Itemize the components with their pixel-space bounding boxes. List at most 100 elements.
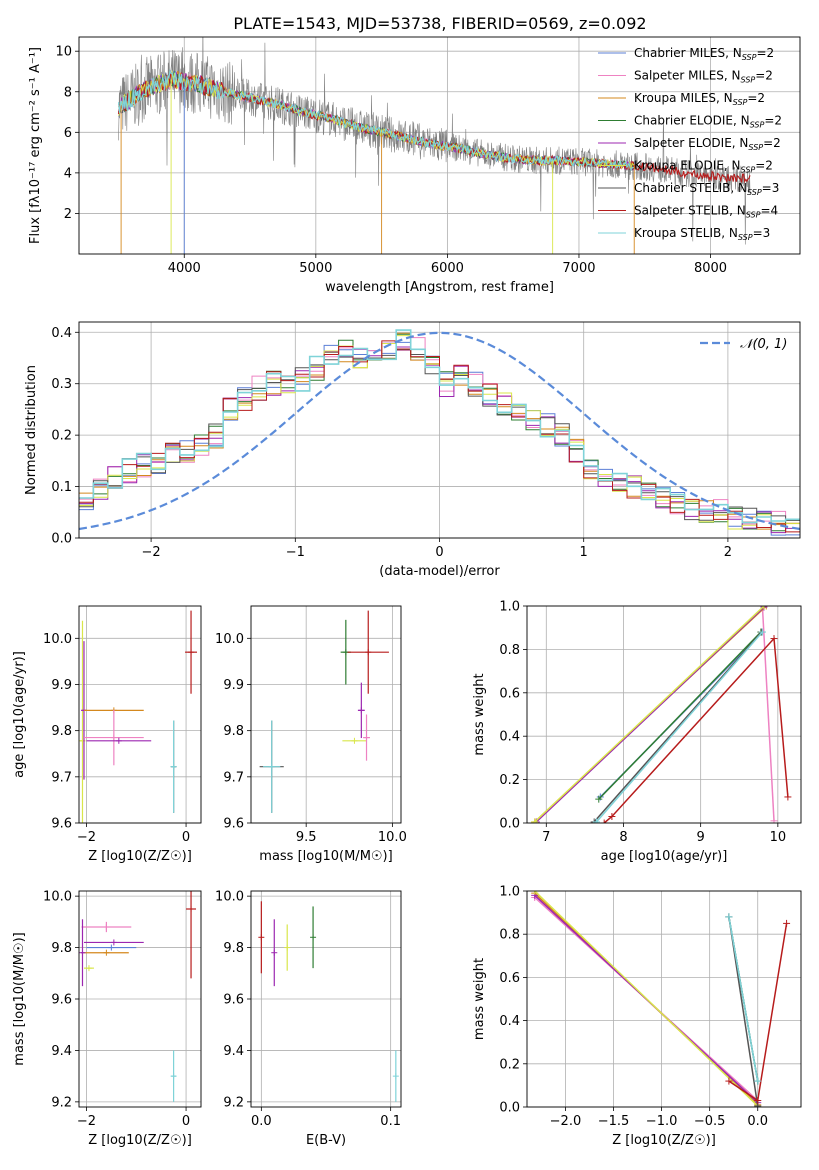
y-tick-label: 9.8 xyxy=(51,724,72,739)
x-tick-label: 0 xyxy=(435,545,443,560)
x-tick-label: −2 xyxy=(77,1114,96,1129)
y-tick-label: 0.6 xyxy=(499,971,520,986)
series-line-1 xyxy=(761,606,775,821)
x-tick-label: −2 xyxy=(142,545,161,560)
axes-frame xyxy=(78,321,801,539)
x-tick-label: −2 xyxy=(77,830,96,845)
x-tick-label: −1.5 xyxy=(598,1114,630,1129)
axes-frame xyxy=(526,605,802,824)
x-axis-label: E(B-V) xyxy=(306,1133,346,1148)
y-tick-label: 1.0 xyxy=(499,885,520,900)
legend-nssp: =2 xyxy=(763,136,781,150)
plot-area xyxy=(258,901,399,1102)
y-tick-label: 0.0 xyxy=(499,1101,520,1116)
legend-label: Chabrier STELIB, NSSP=3 xyxy=(634,181,779,197)
y-tick-label: 0.2 xyxy=(51,429,72,444)
y-tick-label: 0.0 xyxy=(51,532,72,547)
y-tick-label: 9.4 xyxy=(223,1044,244,1059)
axes-frame xyxy=(78,36,801,255)
legend-label: Kroupa ELODIE, NSSP=2 xyxy=(634,159,773,175)
y-tick-label: 0.0 xyxy=(499,817,520,832)
x-tick-label: 0 xyxy=(182,830,190,845)
y-tick-label: 9.6 xyxy=(51,993,72,1008)
legend-sub: SSP xyxy=(738,233,753,242)
y-axis-label: Flux [fλ10⁻¹⁷ erg cm⁻² s⁻¹ A⁻¹] xyxy=(28,47,43,244)
y-tick-label: 10.0 xyxy=(215,890,244,905)
x-tick-label: 10.0 xyxy=(378,830,407,845)
legend-nssp: =2 xyxy=(755,159,773,173)
legend-nssp: =4 xyxy=(760,204,778,218)
panel-residual-distribution: −2 −1 0 1 2 0.0 0.1 0.2 0.3 0.4 (data-model)/error… xyxy=(24,321,801,579)
legend-sub: SSP xyxy=(741,76,756,85)
plot-area xyxy=(79,610,198,823)
panel-mass-weight-vs-age: 7 8 9 10 0.0 0.2 0.4 0.6 0.8 1.0 age [log10(age/yr… xyxy=(472,600,802,864)
x-tick-label: 2 xyxy=(724,545,732,560)
legend-sub: SSP xyxy=(733,98,748,107)
y-tick-label: 10.0 xyxy=(215,632,244,647)
legend-sub: SSP xyxy=(750,121,765,130)
y-axis-label: mass [log10(M/M☉)] xyxy=(12,932,27,1065)
panel-age-vs-metallicity: −2 0 9.6 9.7 9.8 9.9 10.0 Z [log10(Z/Z☉)] age [l… xyxy=(12,605,202,864)
axes-frame xyxy=(526,890,802,1108)
legend-label: Salpeter STELIB, NSSP=4 xyxy=(634,204,778,220)
legend-label: Kroupa STELIB, NSSP=3 xyxy=(634,226,770,242)
panel-age-vs-mass: 9.5 10.0 9.6 9.7 9.8 9.9 10.0 mass [log10(M/M☉)… xyxy=(215,605,407,864)
legend-label: Salpeter ELODIE, NSSP=2 xyxy=(634,136,781,152)
x-tick-label: 5000 xyxy=(299,261,332,276)
legend: Chabrier MILES, NSSP=2 Salpeter MILES, NS… xyxy=(598,46,782,242)
x-tick-label: −0.5 xyxy=(694,1114,726,1129)
y-tick-label: 2 xyxy=(64,207,72,222)
y-tick-label: 9.6 xyxy=(223,993,244,1008)
y-tick-label: 9.2 xyxy=(51,1095,72,1110)
series-line-8 xyxy=(728,916,759,1082)
y-tick-label: 9.4 xyxy=(51,1044,72,1059)
y-tick-label: 9.8 xyxy=(223,941,244,956)
x-axis-label: age [log10(age/yr)] xyxy=(601,849,728,864)
x-tick-label: 6000 xyxy=(431,261,464,276)
y-tick-label: 9.9 xyxy=(51,678,72,693)
x-tick-label: 8 xyxy=(619,830,627,845)
x-tick-label: 7 xyxy=(542,830,550,845)
series-line-5 xyxy=(534,606,765,823)
plot-area xyxy=(79,891,197,1102)
panel-mass-vs-metallicity: −2 0 9.2 9.4 9.6 9.8 10.0 Z [log10(Z/Z☉)] mass [… xyxy=(12,890,202,1148)
y-tick-label: 0.4 xyxy=(51,326,72,341)
x-tick-label: −1 xyxy=(286,545,305,560)
plot-area xyxy=(531,606,792,823)
x-tick-label: 0.0 xyxy=(747,1114,768,1129)
y-tick-label: 0.2 xyxy=(499,1057,520,1072)
y-tick-label: 9.6 xyxy=(51,817,72,832)
legend-label: Salpeter MILES, NSSP=2 xyxy=(634,69,773,85)
y-tick-label: 4 xyxy=(64,166,72,181)
x-tick-label: 0.1 xyxy=(380,1114,401,1129)
legend-sub: SSP xyxy=(748,143,763,152)
y-tick-label: 9.7 xyxy=(223,770,244,785)
x-tick-label: 1 xyxy=(580,545,588,560)
model-spectrum-8 xyxy=(117,69,635,172)
series-line-5 xyxy=(534,891,759,1107)
x-tick-label: 0 xyxy=(182,1114,190,1129)
legend-label: Kroupa MILES, NSSP=2 xyxy=(634,91,765,107)
y-axis-label: Normed distribution xyxy=(24,365,39,495)
y-tick-label: 0.6 xyxy=(499,686,520,701)
histogram-8 xyxy=(79,329,800,524)
y-tick-label: 9.8 xyxy=(223,724,244,739)
y-tick-label: 0.1 xyxy=(51,480,72,495)
y-axis-label: age [log10(age/yr)] xyxy=(12,651,27,778)
plot-area xyxy=(117,37,751,254)
legend-nssp: =2 xyxy=(764,114,782,128)
y-axis-label: mass weight xyxy=(472,958,487,1040)
y-tick-label: 1.0 xyxy=(499,600,520,615)
legend-sub: SSP xyxy=(742,53,757,62)
legend-sub: SSP xyxy=(747,188,762,197)
y-tick-label: 9.9 xyxy=(223,678,244,693)
y-tick-label: 8 xyxy=(64,85,72,100)
legend-nssp: =2 xyxy=(755,69,773,83)
x-axis-label: wavelength [Angstrom, rest frame] xyxy=(325,280,554,295)
series-line-4 xyxy=(535,606,765,823)
y-tick-label: 6 xyxy=(64,126,72,141)
x-tick-label: 7000 xyxy=(562,261,595,276)
y-tick-label: 10 xyxy=(55,45,72,60)
legend-label: Chabrier MILES, NSSP=2 xyxy=(634,46,774,62)
